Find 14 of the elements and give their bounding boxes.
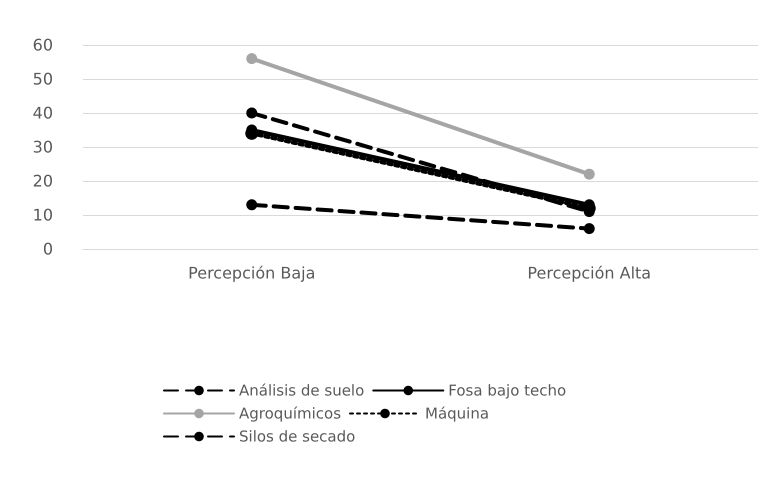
legend-label: Máquina [425, 404, 490, 422]
legend-label: Agroquímicos [239, 404, 342, 422]
y-tick-label: 0 [42, 240, 53, 258]
legend-label: Análisis de suelo [239, 382, 364, 400]
y-tick-label: 40 [32, 104, 53, 122]
legend-label: Fosa bajo techo [448, 382, 566, 400]
y-tick-label: 30 [32, 138, 53, 156]
y-tick-label: 60 [32, 36, 53, 54]
y-tick-label: 10 [32, 206, 53, 224]
x-tick-label: Percepción Baja [188, 264, 316, 282]
y-tick-label: 50 [32, 70, 53, 88]
legend-label: Silos de secado [239, 428, 356, 446]
x-tick-label: Percepción Alta [527, 264, 652, 282]
y-tick-label: 20 [32, 172, 53, 190]
